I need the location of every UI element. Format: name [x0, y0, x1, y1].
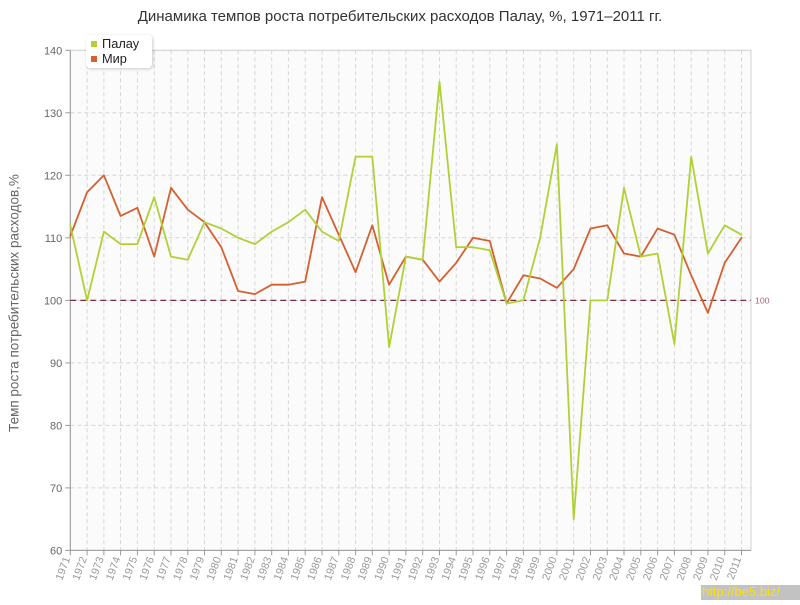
- svg-text:120: 120: [44, 170, 62, 182]
- svg-text:2011: 2011: [725, 555, 744, 581]
- svg-text:100: 100: [44, 295, 62, 307]
- svg-text:130: 130: [44, 108, 62, 120]
- svg-text:70: 70: [50, 483, 62, 495]
- svg-text:80: 80: [50, 420, 62, 432]
- svg-text:90: 90: [50, 358, 62, 370]
- svg-text:100: 100: [755, 295, 770, 305]
- svg-text:60: 60: [50, 545, 62, 557]
- svg-text:110: 110: [45, 233, 63, 245]
- svg-text:2010: 2010: [708, 555, 727, 582]
- svg-text:140: 140: [44, 45, 62, 57]
